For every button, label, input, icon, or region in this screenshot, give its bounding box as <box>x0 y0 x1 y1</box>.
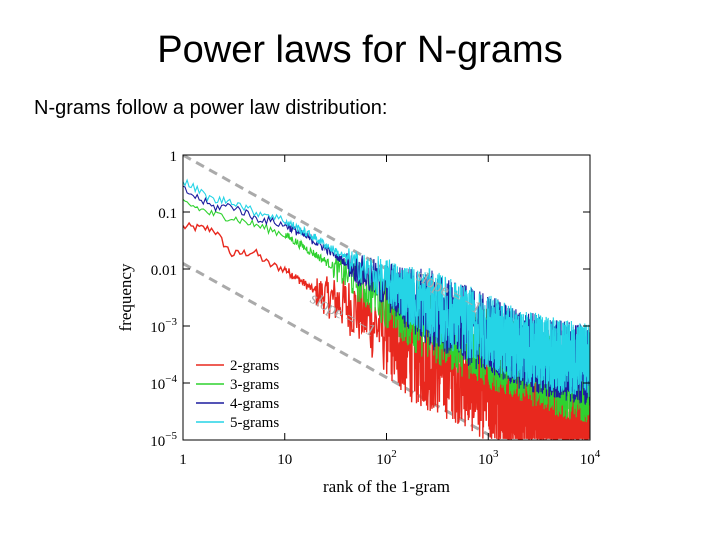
slide-title: Power laws for N-grams <box>157 29 563 71</box>
y-tick-label-4: 10−3 <box>150 316 177 336</box>
y-tick-label-6: 10−5 <box>150 430 177 450</box>
y-tick-label-3: 0.01 <box>151 263 177 279</box>
legend-label-2-grams: 2-grams <box>230 358 279 374</box>
reference-line-2 <box>183 262 502 440</box>
x-tick-label-1: 1 <box>179 452 187 468</box>
legend-label-4-grams: 4-grams <box>230 396 279 412</box>
y-tick-label-1: 1 <box>170 149 178 165</box>
x-tick-label-3: 102 <box>376 448 397 468</box>
y-tick-label-5: 10−4 <box>150 373 177 393</box>
slide-subtitle: N-grams follow a power law distribution: <box>34 97 388 119</box>
x-tick-label-2: 10 <box>277 452 292 468</box>
series-line-5-grams <box>183 178 590 397</box>
y-axis-label: frequency <box>116 263 135 331</box>
x-axis-label: rank of the 1-gram <box>323 477 450 496</box>
legend-label-3-grams: 3-grams <box>230 377 279 393</box>
legend-label-5-grams: 5-grams <box>230 415 279 431</box>
x-tick-label-4: 103 <box>478 448 499 468</box>
y-tick-label-2: 0.1 <box>158 206 177 222</box>
x-tick-label-5: 104 <box>580 448 601 468</box>
